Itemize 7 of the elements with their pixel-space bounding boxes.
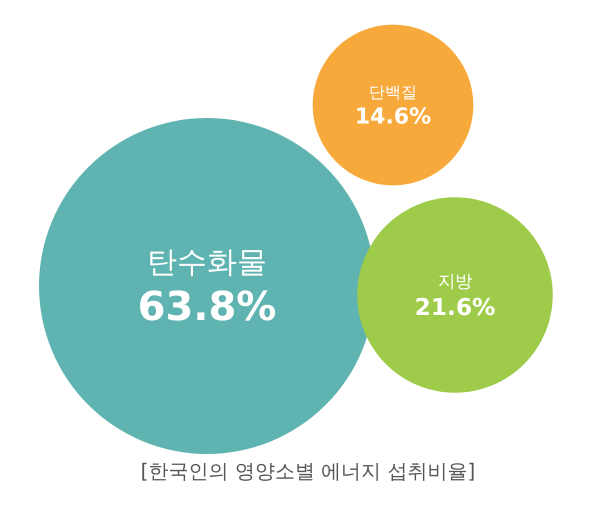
category-label: 탄수화물: [147, 245, 267, 280]
data-label: 63.8%: [138, 284, 276, 330]
data-label: 21.6%: [414, 294, 496, 321]
text: [한국인의 영양소별 에너지 섭취비율]: [140, 459, 476, 483]
data-label: 14.6%: [354, 104, 432, 130]
category-label: 단백질: [369, 82, 417, 102]
category-label: 지방: [438, 272, 472, 292]
